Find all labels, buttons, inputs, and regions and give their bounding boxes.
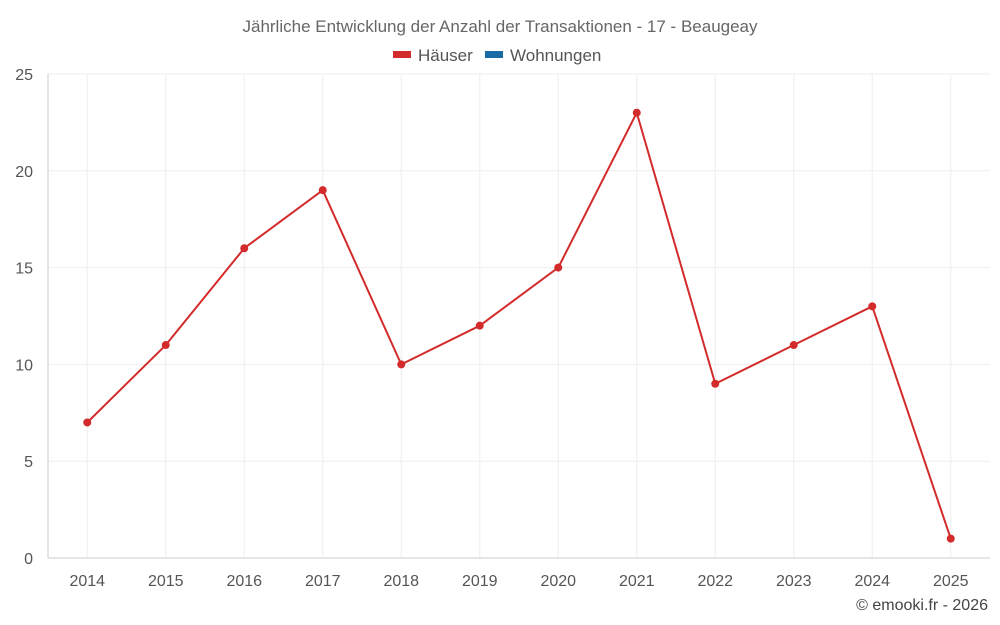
- y-tick-label: 15: [15, 261, 33, 278]
- credit-text: © emooki.fr - 2026: [856, 597, 988, 614]
- legend-item-haeuser[interactable]: Häuser: [393, 46, 473, 65]
- legend-swatch-haeuser: [393, 51, 411, 58]
- x-axis-ticks: 2014 2015 2016 2017 2018 2019 2020 2021 2022 2023…: [69, 573, 968, 590]
- data-point[interactable]: [632, 108, 641, 117]
- x-tick-label: 2019: [462, 573, 498, 590]
- data-point[interactable]: [83, 418, 92, 427]
- data-point[interactable]: [475, 321, 484, 330]
- x-tick-label: 2020: [540, 573, 576, 590]
- y-axis-ticks: 0 5 10 15 20 25: [15, 67, 33, 568]
- x-tick-label: 2014: [69, 573, 105, 590]
- legend-label-wohnungen: Wohnungen: [510, 46, 601, 65]
- y-tick-label: 5: [24, 454, 33, 471]
- chart-title: Jährliche Entwicklung der Anzahl der Tra…: [242, 17, 758, 36]
- series-line: [86, 111, 952, 539]
- legend-swatch-wohnungen: [485, 51, 503, 58]
- legend-item-wohnungen[interactable]: Wohnungen: [485, 46, 601, 65]
- y-tick-label: 10: [15, 357, 33, 374]
- data-point[interactable]: [946, 534, 955, 543]
- y-tick-label: 20: [15, 164, 33, 181]
- x-tick-label: 2018: [383, 573, 419, 590]
- gridlines: [48, 73, 990, 558]
- data-point[interactable]: [318, 186, 327, 195]
- data-point[interactable]: [240, 244, 249, 253]
- x-tick-label: 2021: [619, 573, 655, 590]
- x-tick-label: 2016: [226, 573, 262, 590]
- data-point[interactable]: [789, 341, 798, 350]
- legend: Häuser Wohnungen: [393, 46, 601, 65]
- x-tick-label: 2025: [933, 573, 969, 590]
- legend-label-haeuser: Häuser: [418, 46, 473, 65]
- x-tick-label: 2023: [776, 573, 812, 590]
- data-point[interactable]: [397, 360, 406, 369]
- y-tick-label: 25: [15, 67, 33, 84]
- data-point[interactable]: [554, 263, 563, 272]
- y-tick-label: 0: [24, 551, 33, 568]
- x-tick-label: 2024: [854, 573, 890, 590]
- axes: [47, 74, 990, 559]
- data-point[interactable]: [868, 302, 877, 311]
- x-tick-label: 2017: [305, 573, 341, 590]
- x-tick-label: 2022: [697, 573, 733, 590]
- series-haeuser: [83, 108, 955, 543]
- data-point[interactable]: [711, 379, 720, 388]
- x-tick-label: 2015: [148, 573, 184, 590]
- data-point[interactable]: [161, 341, 170, 350]
